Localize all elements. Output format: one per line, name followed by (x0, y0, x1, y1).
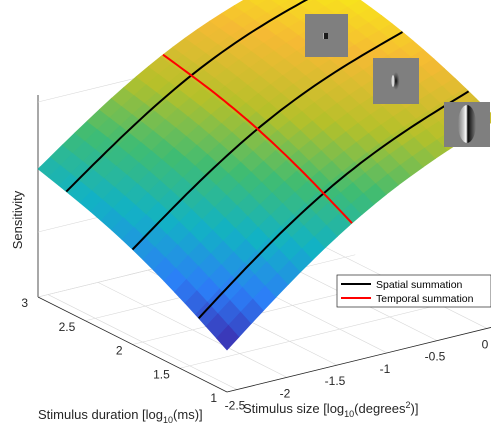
y-axis-label-sub: 10 (163, 415, 173, 425)
x-axis-label-end: )] (411, 401, 419, 416)
summation-curves (65, 0, 470, 319)
y-axis-label-end: (ms)] (173, 407, 203, 422)
y-tick-label-1: 1.5 (153, 367, 170, 381)
x-axis-label: Stimulus size [log10(degrees2)] (243, 400, 418, 419)
x-tick-label-1: -2 (280, 386, 291, 400)
y-tick-label-3: 2.5 (59, 320, 76, 334)
x-tick-label-3: -1 (380, 362, 391, 376)
x-tick-label-2: -1.5 (325, 374, 346, 388)
z-axis-label: Sensitivity (10, 190, 25, 249)
x-axis-label-sup: 2 (405, 400, 410, 410)
x-axis-label-mid: (degrees (354, 401, 406, 416)
gabor-stimulus-small (305, 14, 348, 57)
spatial-summation-curve-1 (131, 31, 404, 251)
x-axis-label-sub: 10 (344, 409, 354, 419)
y-axis-line (37, 296, 228, 393)
gabor-stimulus-medium (373, 58, 419, 104)
x-tick-label-4: -0.5 (425, 350, 446, 364)
legend-label-spatial: Spatial summation (376, 279, 463, 291)
y-tick-label-4: 3 (21, 296, 28, 310)
x-axis-line (226, 327, 491, 393)
y-tick-label-2: 2 (116, 344, 123, 358)
legend-label-temporal: Temporal summation (376, 293, 474, 305)
x-tick-label-0: -2.5 (225, 399, 246, 413)
tick-labels: -2.5 -2 -1.5 -1 -0.5 0 1 1.5 2 2.5 3 (21, 296, 488, 413)
y-axis-label: Stimulus duration [log10(ms)] (38, 407, 203, 425)
gabor-stimulus-large (444, 102, 490, 147)
x-axis-label-main: Stimulus size [log (243, 401, 344, 416)
temporal-summation-curve (162, 53, 353, 224)
legend: Spatial summation Temporal summation (336, 274, 491, 308)
y-tick-label-0: 1 (210, 391, 217, 405)
legend-box (336, 274, 491, 308)
spatial-summation-curve-2 (65, 0, 309, 193)
spatial-summation-curve-0 (197, 90, 470, 319)
x-tick-label-5: 0 (482, 337, 489, 351)
floor-grid-y-1 (179, 301, 450, 369)
y-axis-label-main: Stimulus duration [log (38, 407, 163, 422)
